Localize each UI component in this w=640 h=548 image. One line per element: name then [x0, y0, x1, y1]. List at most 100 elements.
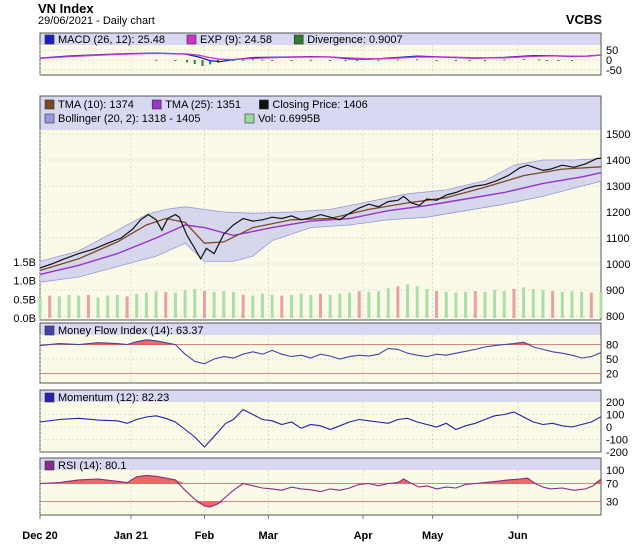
legend-label: Vol: 0.6995B: [258, 113, 320, 125]
x-tick-label: Jan 21: [114, 530, 148, 542]
y-tick-label: -200: [606, 447, 628, 459]
page-subtitle: 29/06/2021 - Daily chart: [38, 15, 155, 27]
overbought-fill: [40, 339, 601, 345]
volume-bar: [183, 290, 187, 318]
volume-bar: [502, 291, 506, 318]
volume-bar: [38, 297, 42, 318]
volume-bar: [57, 296, 61, 318]
volume-bar: [77, 295, 81, 318]
x-tick-label: Apr: [354, 530, 374, 542]
y-tick-label: 50: [606, 45, 618, 57]
macd-series-line: [39, 52, 602, 61]
volume-bar: [560, 291, 564, 318]
volume-bar: [338, 293, 342, 318]
volume-bar: [309, 294, 313, 318]
y-tick-label: 200: [606, 397, 624, 409]
y-tick-label: 20: [606, 368, 618, 380]
divergence-bar: [396, 59, 399, 61]
divergence-bar: [261, 59, 264, 61]
volume-bar: [173, 292, 177, 318]
indicator-line: [39, 474, 602, 508]
y-tick-label: 0: [606, 422, 612, 434]
volume-bar: [96, 297, 100, 318]
divergence-bar: [271, 60, 274, 61]
divergence-bar: [557, 60, 560, 61]
y-tick-label: 100: [606, 410, 624, 422]
volume-tick-label: 1.0B: [13, 276, 36, 288]
y-tick-label: 1000: [606, 259, 630, 271]
divergence-bar: [538, 59, 541, 61]
legend-swatch: [244, 113, 255, 124]
legend-label: MACD (26, 12): 25.48: [58, 34, 165, 46]
legend-swatch: [44, 460, 55, 471]
panel-background: [40, 96, 601, 320]
volume-bar: [580, 291, 584, 318]
volume-bar: [396, 286, 400, 318]
volume-bar: [464, 291, 468, 318]
volume-bar: [357, 291, 361, 318]
divergence-bar: [377, 59, 380, 61]
legend-label: EXP (9): 24.58: [200, 34, 272, 46]
legend-swatch: [151, 99, 162, 110]
close-price-line: [39, 157, 601, 269]
legend-label: RSI (14): 80.1: [58, 460, 126, 472]
legend-swatch: [44, 392, 55, 403]
volume-bar: [319, 293, 322, 318]
divergence-bar: [290, 60, 293, 61]
volume-bar: [589, 292, 593, 318]
panel-legend-band: [40, 458, 601, 470]
x-tick-label: Mar: [258, 530, 278, 542]
volume-bar: [212, 291, 216, 318]
tma10-line: [39, 166, 602, 272]
volume-bar: [348, 292, 352, 318]
divergence-bar: [483, 60, 486, 61]
divergence-bar: [468, 60, 471, 61]
divergence-bar: [356, 60, 359, 61]
legend-label: Closing Price: 1406: [272, 99, 367, 111]
legend-label: Momentum (12): 82.23: [58, 392, 169, 404]
y-tick-label: 900: [606, 285, 624, 297]
divergence-bar: [329, 60, 332, 61]
y-tick-label: 80: [606, 340, 618, 352]
volume-bar: [599, 291, 603, 318]
page-title: VN Index: [38, 1, 94, 16]
divergence-bar: [209, 60, 212, 65]
volume-tick-label: 0.0B: [13, 313, 36, 325]
divergence-bar: [251, 59, 254, 61]
divergence-bar: [309, 59, 312, 61]
legend-label: Bollinger (20, 2): 1318 - 1405: [58, 113, 200, 125]
volume-bar: [512, 288, 516, 318]
legend-swatch: [293, 34, 304, 45]
volume-bar: [260, 293, 264, 318]
volume-bar: [377, 291, 381, 318]
brand-label: VCBS: [565, 12, 602, 27]
volume-bar: [270, 294, 274, 318]
volume-bar: [367, 291, 371, 318]
divergence-bar: [174, 60, 177, 61]
volume-bar: [425, 288, 429, 318]
bollinger-lower-line: [39, 180, 602, 283]
volume-bar: [280, 295, 284, 318]
volume-bar: [289, 294, 293, 318]
y-tick-label: 1300: [606, 181, 630, 193]
legend-swatch: [186, 34, 197, 45]
overbought-fill: [40, 475, 601, 484]
y-tick-label: -50: [606, 65, 622, 77]
legend-label: TMA (10): 1374: [58, 99, 134, 111]
volume-bar: [454, 292, 458, 318]
divergence-bar: [186, 60, 189, 63]
volume-bar: [251, 295, 255, 318]
volume-bar: [299, 293, 303, 318]
divergence-bar: [232, 60, 235, 61]
volume-bar: [241, 294, 245, 318]
divergence-bar: [454, 60, 457, 61]
y-tick-label: 30: [606, 497, 618, 509]
volume-bar: [222, 291, 226, 318]
volume-bar: [115, 294, 119, 318]
volume-bar: [541, 290, 545, 318]
divergence-bar: [545, 60, 548, 61]
divergence-bar: [570, 60, 573, 61]
divergence-bar: [344, 60, 347, 62]
divergence-bar: [435, 60, 438, 61]
